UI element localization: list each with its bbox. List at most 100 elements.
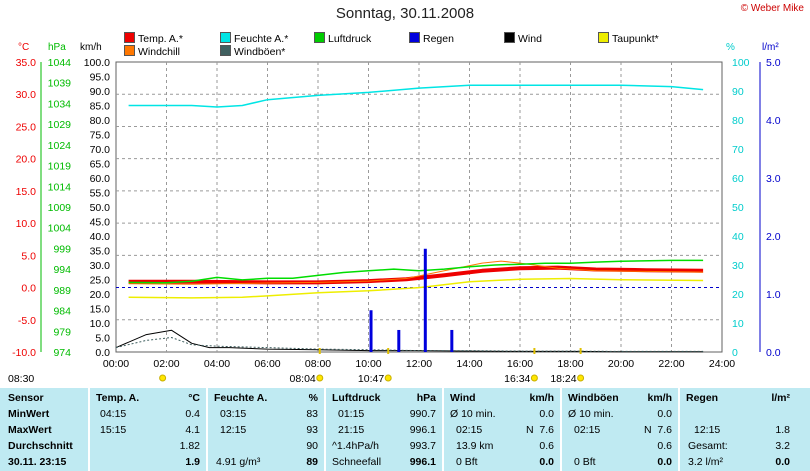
legend-item-dewpoint: Taupunkt* xyxy=(598,32,659,45)
stats-sensor-column: Sensor MinWert MaxWert Durchschnitt 30.1… xyxy=(0,388,88,471)
legend-swatch xyxy=(220,45,231,56)
stats-rain-total-label: Gesamt: xyxy=(688,440,728,452)
stats-rain-unit: l/m² xyxy=(771,392,790,404)
temp-tick-label: -10.0 xyxy=(12,347,36,359)
stats-humidity-absolute: 4.91 g/m³ xyxy=(216,456,261,468)
time-marker-label: 10:47 xyxy=(358,373,384,385)
x-tick-label: 08:00 xyxy=(305,358,331,370)
stats-temp-avg: 1.82 xyxy=(179,440,200,452)
pressure-tick-label: 1039 xyxy=(48,78,72,90)
time-marker-icon xyxy=(159,374,167,382)
wind-tick-label: 50.0 xyxy=(90,202,111,214)
stats-humidity-current: 89 xyxy=(306,456,318,468)
legend-item-humidity: Feuchte A.* xyxy=(220,32,288,45)
temp-tick-label: 0.0 xyxy=(21,283,36,295)
stats-gusts-max: 7.6 xyxy=(657,424,672,436)
stats-humidity-avg: 90 xyxy=(306,440,318,452)
statistics-panel: Sensor MinWert MaxWert Durchschnitt 30.1… xyxy=(0,388,810,471)
stats-gusts-avg: 0.6 xyxy=(657,440,672,452)
stats-pressure-trend: ^1.4hPa/h xyxy=(332,440,379,452)
stats-pressure-unit: hPa xyxy=(416,392,436,404)
series-line-luftdruck xyxy=(128,259,704,284)
stats-pressure-min-time: 01:15 xyxy=(338,408,365,420)
rain-axis-unit: l/m² xyxy=(762,42,779,53)
stats-pressure-min: 990.7 xyxy=(409,408,436,420)
series-line-taupunkt xyxy=(128,277,704,299)
legend-swatch xyxy=(409,32,420,43)
pressure-tick-label: 1029 xyxy=(48,119,72,131)
stats-temp-column: Temp. A. °C 04:15 0.4 15:15 4.1 1.82 1.9 xyxy=(88,388,206,471)
wind-tick-label: 30.0 xyxy=(90,260,111,272)
stats-wind-distance: 13.9 km xyxy=(456,440,494,452)
pressure-tick-label: 999 xyxy=(53,243,71,255)
pressure-tick-label: 1024 xyxy=(48,140,72,152)
stats-wind-current: 0.0 xyxy=(539,456,554,468)
wind-tick-label: 20.0 xyxy=(90,289,111,301)
stats-rain-current: 0.0 xyxy=(775,456,790,468)
legend-item-temp: Temp. A.* xyxy=(124,32,183,45)
stats-temp-max-time: 15:15 xyxy=(100,424,127,436)
pressure-tick-label: 1044 xyxy=(48,57,72,69)
chart-title: Sonntag, 30.11.2008 xyxy=(335,5,475,22)
stats-sensor-header: Sensor xyxy=(8,392,44,404)
wind-tick-label: 25.0 xyxy=(90,275,111,287)
pressure-tick-label: 989 xyxy=(53,285,71,297)
wind-tick-label: 55.0 xyxy=(90,188,111,200)
x-tick-label: 06:00 xyxy=(254,358,280,370)
legend-item-rain: Regen xyxy=(409,32,454,45)
time-marker-icon xyxy=(577,374,585,382)
stats-pressure-column: Luftdruck hPa 01:15 990.7 21:15 996.1 ^1.4h… xyxy=(324,388,442,471)
x-tick-label: 00:00 xyxy=(103,358,129,370)
humidity-tick-label: 70 xyxy=(732,144,744,156)
stats-temp-min: 0.4 xyxy=(185,408,200,420)
time-marker-label: 16:34 xyxy=(504,373,530,385)
pressure-tick-label: 1019 xyxy=(48,161,72,173)
stats-wind-avg10-label: Ø 10 min. xyxy=(450,408,496,420)
wind-tick-label: 75.0 xyxy=(90,130,111,142)
pressure-tick-label: 974 xyxy=(53,347,71,359)
stats-rain-max-time: 12:15 xyxy=(694,424,721,436)
rain-bar xyxy=(450,329,454,352)
stats-humidity-unit: % xyxy=(308,392,318,404)
stats-gusts-max-dir: N xyxy=(644,424,652,436)
time-marker-label: 08:30 xyxy=(8,373,34,385)
pressure-axis-unit: hPa xyxy=(48,42,66,53)
stats-max-label: MaxWert xyxy=(8,424,52,436)
stats-date: 30.11. 23:15 xyxy=(8,456,67,468)
stats-gusts-column: Windböen km/h Ø 10 min. 0.0 02:15 N 7.6 0.6 … xyxy=(560,388,678,471)
stats-rain-max: 1.8 xyxy=(775,424,790,436)
wind-tick-label: 90.0 xyxy=(90,86,111,98)
temp-tick-label: 35.0 xyxy=(16,57,37,69)
humidity-tick-label: 100 xyxy=(732,57,750,69)
stats-pressure-header: Luftdruck xyxy=(332,392,381,404)
x-tick-label: 20:00 xyxy=(608,358,634,370)
time-marker-icon xyxy=(316,374,324,382)
rain-tick-label: 2.0 xyxy=(766,231,781,243)
legend-swatch xyxy=(124,45,135,56)
stats-temp-min-time: 04:15 xyxy=(100,408,127,420)
stats-humidity-max: 93 xyxy=(306,424,318,436)
pressure-tick-label: 1034 xyxy=(48,98,72,110)
wind-tick-label: 85.0 xyxy=(90,101,111,113)
wind-tick-label: 15.0 xyxy=(90,304,111,316)
stats-wind-max-dir: N xyxy=(526,424,534,436)
wind-tick-label: 45.0 xyxy=(90,217,111,229)
legend-swatch xyxy=(124,32,135,43)
series-line-temp-a xyxy=(128,265,704,285)
stats-weather-text: Schneefall xyxy=(332,456,382,468)
stats-pressure-avg: 993.7 xyxy=(409,440,436,452)
rain-tick-label: 1.0 xyxy=(766,289,781,301)
stats-pressure-current: 996.1 xyxy=(409,456,436,468)
stats-humidity-min: 83 xyxy=(306,408,318,420)
stats-wind-avg: 0.6 xyxy=(539,440,554,452)
stats-gusts-unit: km/h xyxy=(647,392,672,404)
rain-bar xyxy=(369,310,373,352)
x-tick-label: 22:00 xyxy=(658,358,684,370)
wind-tick-label: 60.0 xyxy=(90,173,111,185)
stats-pressure-max-time: 21:15 xyxy=(338,424,365,436)
humidity-tick-label: 40 xyxy=(732,231,744,243)
time-marker-icon xyxy=(530,374,538,382)
wind-tick-label: 70.0 xyxy=(90,144,111,156)
wind-tick-label: 80.0 xyxy=(90,115,111,127)
pressure-tick-label: 1014 xyxy=(48,181,72,193)
